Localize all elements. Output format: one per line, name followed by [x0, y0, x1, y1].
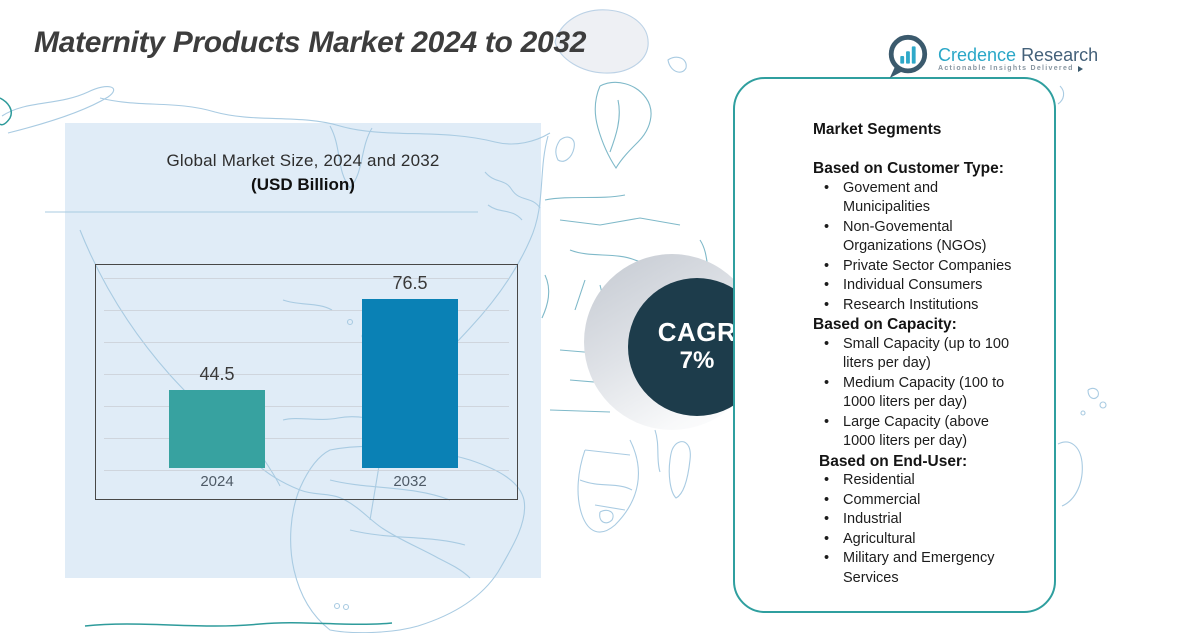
bar-2024: 44.5 2024 — [169, 364, 265, 495]
bar-value-2032: 76.5 — [392, 273, 428, 293]
list-item: Small Capacity (up to 100 liters per day… — [813, 335, 1019, 374]
list-item: Military and Emergency Services — [813, 549, 1019, 588]
logo-brand-suffix: Research — [1021, 45, 1099, 65]
list-item: Non-Govemental Organizations (NGOs) — [813, 218, 1019, 257]
list-item: Agricultural — [813, 530, 1019, 550]
list-item: Large Capacity (above 1000 liters per da… — [813, 413, 1019, 452]
segments-subheading-end-user: Based on End-User: — [819, 452, 968, 470]
bar-chart: 44.5 2024 76.5 2032 — [95, 264, 518, 500]
bar-rect-2032 — [362, 299, 458, 468]
page-title: Maternity Products Market 2024 to 2032 — [34, 26, 587, 59]
bar-2032: 76.5 2032 — [362, 273, 458, 495]
segments-heading: Market Segments — [813, 121, 942, 138]
logo-bar-chart-bubble-icon — [884, 33, 930, 84]
segments-list-customer-type: Govement and MunicipalitiesNon-Govementa… — [813, 179, 1028, 316]
bar-value-2024: 44.5 — [199, 364, 235, 384]
chart-header: Global Market Size, 2024 and 2032 (USD B… — [65, 123, 541, 195]
list-item: Govement and Municipalities — [813, 179, 1019, 218]
segments-list-capacity: Small Capacity (up to 100 liters per day… — [813, 335, 1028, 452]
bar-category-2032: 2032 — [393, 473, 427, 490]
list-item: Residential — [813, 471, 1019, 491]
chart-subtitle: (USD Billion) — [251, 175, 355, 194]
list-item: Medium Capacity (100 to 1000 liters per … — [813, 374, 1019, 413]
list-item: Industrial — [813, 510, 1019, 530]
segments-subheading-capacity: Based on Capacity: — [813, 316, 957, 333]
list-item: Research Institutions — [813, 296, 1019, 316]
bar-category-2024: 2024 — [200, 473, 234, 490]
segments-subheading-customer-type: Based on Customer Type: — [813, 160, 1004, 177]
list-item: Private Sector Companies — [813, 257, 1019, 277]
list-item: Commercial — [813, 491, 1019, 511]
cagr-value: 7% — [679, 346, 715, 374]
logo-tagline: Actionable Insights Delivered — [938, 65, 1074, 72]
chart-title: Global Market Size, 2024 and 2032 — [166, 151, 440, 170]
list-item: Individual Consumers — [813, 276, 1019, 296]
segments-list-end-user: ResidentialCommercialIndustrialAgricultu… — [813, 471, 1028, 588]
logo-arrow-icon — [1077, 65, 1083, 72]
credence-research-logo: Credence Research Actionable Insights De… — [884, 33, 1098, 84]
bar-rect-2024 — [169, 390, 265, 468]
cagr-label: CAGR — [657, 317, 737, 348]
logo-text: Credence Research Actionable Insights De… — [938, 45, 1098, 72]
market-segments-panel: Market Segments Based on Customer Type: … — [733, 77, 1056, 613]
logo-brand-name: Credence — [938, 45, 1017, 65]
